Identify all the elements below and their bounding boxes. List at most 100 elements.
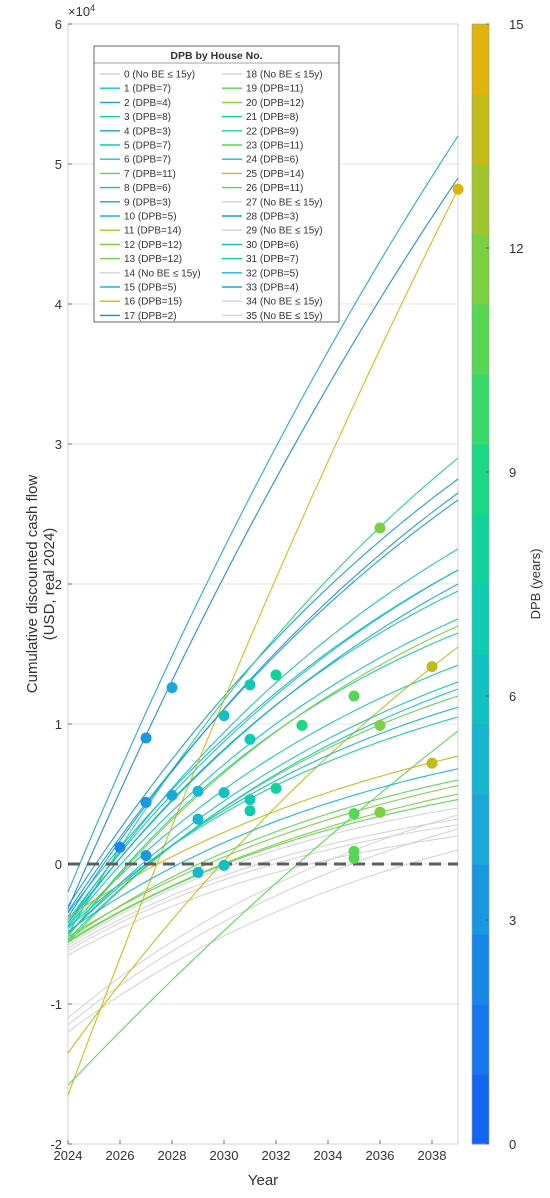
- legend-entry: 11 (DPB=14): [124, 226, 181, 237]
- legend-entry: 22 (DPB=9): [246, 126, 299, 137]
- breakeven-marker: [192, 813, 204, 825]
- legend-entry: 35 (No BE ≤ 15y): [246, 311, 323, 322]
- colorbar-tick-label: 0: [509, 1137, 516, 1152]
- series-line: [67, 779, 459, 941]
- colorbar-tick-label: 6: [509, 689, 516, 704]
- breakeven-marker: [140, 796, 152, 808]
- breakeven-marker: [140, 732, 152, 744]
- y-exponent-base: ×10: [68, 4, 90, 19]
- legend-title: DPB by House No.: [170, 50, 262, 62]
- colorbar-segment: [472, 444, 489, 515]
- x-tick-label: 2036: [366, 1148, 395, 1163]
- legend-entry: 2 (DPB=4): [124, 98, 171, 109]
- breakeven-markers: [114, 183, 464, 878]
- breakeven-marker: [244, 679, 256, 691]
- series-line: [67, 548, 459, 924]
- colorbar-segment: [472, 934, 489, 1005]
- colorbar-segment: [472, 1074, 489, 1145]
- legend-entry: 9 (DPB=3): [124, 197, 171, 208]
- legend-entry: 27 (No BE ≤ 15y): [246, 197, 323, 208]
- colorbar-segment: [472, 24, 489, 95]
- legend-entry: 29 (No BE ≤ 15y): [246, 226, 323, 237]
- x-axis-label: Year: [248, 1172, 278, 1189]
- legend-entry: 31 (DPB=7): [246, 254, 299, 265]
- y-axis-ticks: -2 -1 0 1 2 3 4 5 6: [50, 17, 72, 1152]
- x-tick-label: 2024: [54, 1148, 83, 1163]
- y-tick-label: -2: [50, 1137, 62, 1152]
- series-line: [67, 793, 459, 942]
- series-line: [67, 478, 459, 907]
- colorbar-segment: [472, 304, 489, 375]
- legend-entry: 4 (DPB=3): [124, 126, 171, 137]
- series-line: [67, 188, 459, 1096]
- x-tick-label: 2034: [314, 1148, 343, 1163]
- series-line: [67, 835, 459, 956]
- colorbar-segment: [472, 374, 489, 445]
- series-line: [67, 730, 459, 1086]
- legend-entry: 14 (No BE ≤ 15y): [124, 268, 201, 279]
- legend-entry: 17 (DPB=2): [124, 311, 177, 322]
- legend-entry: 26 (DPB=11): [246, 183, 303, 194]
- breakeven-marker: [218, 787, 230, 799]
- series-line: [67, 618, 459, 928]
- breakeven-marker: [244, 733, 256, 745]
- colorbar-segment: [472, 724, 489, 795]
- colorbar-frame: [471, 23, 490, 1145]
- colorbar-tick-label: 9: [509, 465, 516, 480]
- legend-entry: 7 (DPB=11): [124, 169, 176, 180]
- breakeven-marker: [192, 785, 204, 797]
- colorbar-segment: [472, 514, 489, 585]
- breakeven-marker: [296, 719, 308, 731]
- breakeven-marker: [348, 808, 360, 820]
- colorbar: 0 3 6 9 12 15 DPB (years): [471, 17, 543, 1152]
- breakeven-marker: [114, 841, 126, 853]
- y-tick-label: 3: [55, 437, 62, 452]
- legend-entry: 20 (DPB=12): [246, 98, 304, 109]
- legend-entry: 34 (No BE ≤ 15y): [246, 297, 323, 308]
- breakeven-marker: [244, 794, 256, 806]
- x-axis-ticks: 2024 2026 2028 2030 2032 2034 2036 2038: [54, 1140, 446, 1163]
- breakeven-marker: [374, 719, 386, 731]
- series-line: [67, 499, 459, 912]
- legend-box: [93, 45, 340, 323]
- y-axis-label-line2: (USD, real 2024): [41, 528, 58, 641]
- y-axis-label-line1: Cumulative discounted cash flow: [24, 475, 41, 694]
- series-line: [67, 569, 459, 914]
- series-line: [67, 177, 459, 910]
- breakeven-marker: [374, 522, 386, 534]
- series-line: [67, 646, 459, 1054]
- breakeven-marker: [270, 782, 282, 794]
- colorbar-segment: [472, 1004, 489, 1075]
- colorbar-label: DPB (years): [528, 549, 543, 620]
- series-line: [67, 768, 459, 932]
- series-line: [67, 688, 459, 940]
- series-line: [67, 716, 459, 929]
- breakeven-marker: [166, 682, 178, 694]
- breakeven-marker: [374, 806, 386, 818]
- colorbar-segment: [472, 794, 489, 865]
- legend-entry: 1 (DPB=7): [124, 84, 171, 95]
- y-tick-label: 6: [55, 17, 62, 32]
- breakeven-marker: [270, 669, 282, 681]
- colorbar-segment: [472, 234, 489, 305]
- legend-entry: 15 (DPB=5): [124, 283, 177, 294]
- legend-entry: 25 (DPB=14): [246, 169, 304, 180]
- legend-entry: 6 (DPB=7): [124, 155, 171, 166]
- y-tick-label: -1: [50, 997, 62, 1012]
- colorbar-segment: [472, 864, 489, 935]
- legend-entry: 3 (DPB=8): [124, 112, 171, 123]
- series-line: [67, 492, 459, 918]
- legend-entry: 5 (DPB=7): [124, 141, 171, 152]
- series-line: [67, 849, 459, 1033]
- legend-entry: 16 (DPB=15): [124, 297, 182, 308]
- series-line: [67, 583, 459, 924]
- legend-entry: 21 (DPB=8): [246, 112, 299, 123]
- legend-entry: 10 (DPB=5): [124, 212, 177, 223]
- legend-entry: 28 (DPB=3): [246, 212, 299, 223]
- x-tick-label: 2026: [106, 1148, 135, 1163]
- y-axis-label: Cumulative discounted cash flow(USD, rea…: [24, 475, 58, 694]
- series-line: [67, 681, 459, 935]
- series-line: [67, 828, 459, 1026]
